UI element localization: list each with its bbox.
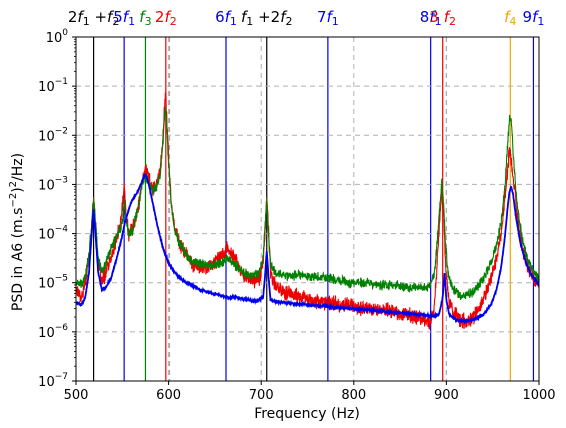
y-tick-label: 10−7: [38, 372, 68, 390]
x-tick-label: 500: [64, 388, 89, 403]
harmonic-marker-label: f4: [504, 8, 516, 28]
y-axis-label: PSD in A6 (m.s−2)2/Hz): [8, 153, 26, 311]
marker-lines: [92, 37, 535, 381]
x-tick-label: 900: [434, 388, 459, 403]
y-tick-label: 100: [46, 28, 69, 46]
harmonic-marker-label: f1 +2f2: [241, 8, 292, 28]
axes-frame: [75, 36, 540, 382]
harmonic-marker-label: 3 f2: [429, 8, 456, 28]
grid: [76, 37, 539, 381]
y-tick-label: 10−6: [38, 323, 68, 341]
axes: 500 600 700 800 900 1000 10−7 10−6 10−5 10−4 10−3 1…: [38, 28, 555, 403]
harmonic-marker-label: 7f1: [317, 8, 339, 28]
y-tick-label: 10−5: [38, 274, 68, 292]
x-tick-label: 700: [249, 388, 274, 403]
y-tick-label: 10−4: [38, 225, 68, 243]
psd-series-line: [76, 173, 539, 325]
harmonic-marker-label: 9f1: [523, 8, 545, 28]
x-axis-label: Frequency (Hz): [254, 406, 360, 422]
y-tick-label: 10−2: [38, 126, 68, 144]
x-tick-label: 800: [341, 388, 366, 403]
plot-area: [76, 91, 539, 330]
y-tick-label: 10−1: [38, 77, 68, 95]
harmonic-marker-label: 6f1: [215, 8, 237, 28]
x-tick-label: 1000: [522, 388, 555, 403]
psd-series-line: [76, 106, 539, 301]
harmonic-marker-label: 2f1 +f2: [68, 8, 119, 28]
harmonic-marker-label: 8f1: [420, 8, 442, 28]
harmonic-marker-label: f3: [139, 8, 151, 28]
y-tick-label: 10−3: [38, 175, 68, 193]
x-tick-label: 600: [156, 388, 181, 403]
harmonic-marker-label: 5f1: [113, 8, 135, 28]
harmonic-marker-label: 2f2: [155, 8, 177, 28]
